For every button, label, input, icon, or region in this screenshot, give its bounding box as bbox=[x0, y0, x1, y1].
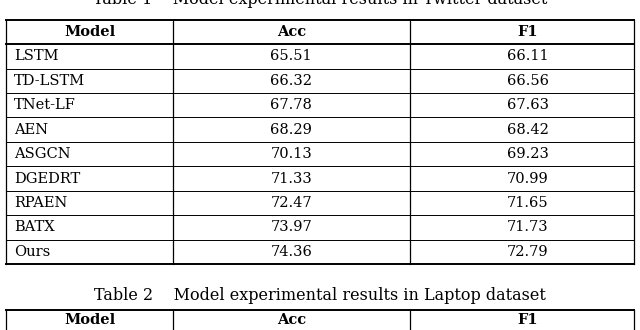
Text: Acc: Acc bbox=[276, 313, 306, 327]
Text: 71.33: 71.33 bbox=[270, 172, 312, 185]
Text: TD-LSTM: TD-LSTM bbox=[14, 74, 85, 88]
Text: Model: Model bbox=[64, 25, 115, 39]
Text: 68.29: 68.29 bbox=[270, 123, 312, 137]
Text: 67.63: 67.63 bbox=[507, 98, 549, 112]
Text: DGEDRT: DGEDRT bbox=[14, 172, 81, 185]
Text: 72.47: 72.47 bbox=[270, 196, 312, 210]
Text: 67.78: 67.78 bbox=[270, 98, 312, 112]
Text: TNet-LF: TNet-LF bbox=[14, 98, 76, 112]
Text: 65.51: 65.51 bbox=[270, 50, 312, 63]
Text: LSTM: LSTM bbox=[14, 50, 59, 63]
Text: 73.97: 73.97 bbox=[270, 220, 312, 234]
Text: Table 2    Model experimental results in Laptop dataset: Table 2 Model experimental results in La… bbox=[94, 287, 546, 304]
Text: RPAEN: RPAEN bbox=[14, 196, 67, 210]
Text: AEN: AEN bbox=[14, 123, 48, 137]
Text: Table 1    Model experimental results in Twitter dataset: Table 1 Model experimental results in Tw… bbox=[93, 0, 547, 8]
Text: ASGCN: ASGCN bbox=[14, 147, 70, 161]
Text: F1: F1 bbox=[518, 313, 538, 327]
Text: Acc: Acc bbox=[276, 25, 306, 39]
Text: 74.36: 74.36 bbox=[270, 245, 312, 259]
Text: 71.73: 71.73 bbox=[507, 220, 549, 234]
Text: 66.11: 66.11 bbox=[507, 50, 549, 63]
Text: Ours: Ours bbox=[14, 245, 51, 259]
Text: 68.42: 68.42 bbox=[507, 123, 549, 137]
Text: 66.32: 66.32 bbox=[270, 74, 312, 88]
Text: 71.65: 71.65 bbox=[507, 196, 549, 210]
Text: BATX: BATX bbox=[14, 220, 54, 234]
Text: 66.56: 66.56 bbox=[507, 74, 549, 88]
Text: F1: F1 bbox=[518, 25, 538, 39]
Text: 70.13: 70.13 bbox=[270, 147, 312, 161]
Text: Model: Model bbox=[64, 313, 115, 327]
Text: 72.79: 72.79 bbox=[507, 245, 549, 259]
Text: 70.99: 70.99 bbox=[507, 172, 549, 185]
Text: 69.23: 69.23 bbox=[507, 147, 549, 161]
